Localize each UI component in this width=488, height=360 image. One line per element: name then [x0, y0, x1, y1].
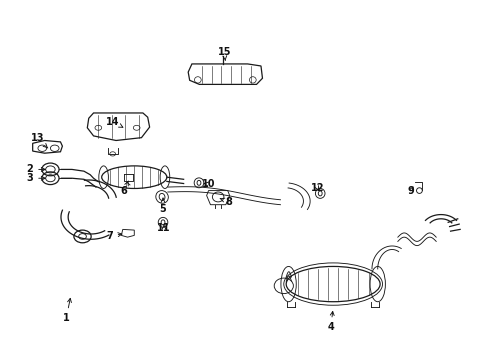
- Text: 4: 4: [326, 311, 333, 333]
- Text: 5: 5: [159, 198, 166, 214]
- Text: 8: 8: [220, 197, 232, 207]
- Text: 9: 9: [407, 186, 414, 195]
- Text: 15: 15: [217, 47, 231, 60]
- Text: 11: 11: [157, 222, 170, 233]
- Text: 6: 6: [120, 181, 128, 196]
- Text: 3: 3: [26, 173, 45, 183]
- Text: 14: 14: [106, 117, 122, 127]
- Text: 1: 1: [63, 298, 71, 323]
- Text: 10: 10: [202, 179, 215, 189]
- Text: 2: 2: [26, 165, 45, 174]
- Text: 7: 7: [106, 231, 122, 241]
- Text: 13: 13: [31, 133, 48, 148]
- Text: 12: 12: [310, 183, 324, 193]
